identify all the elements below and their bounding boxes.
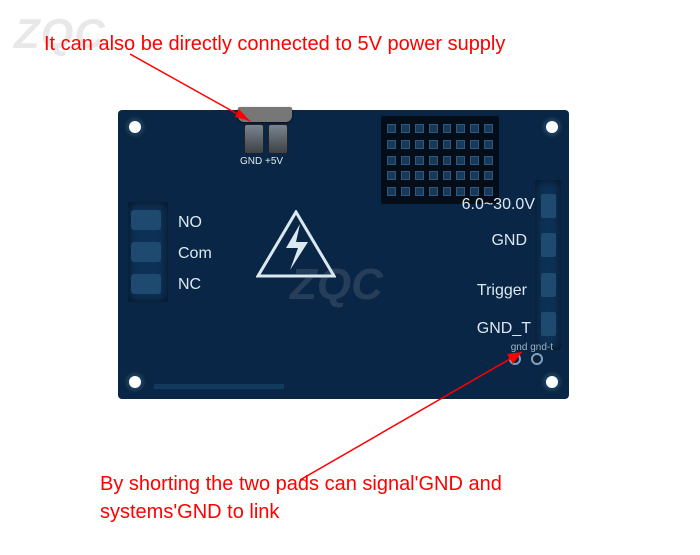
terminal-screw	[131, 210, 161, 230]
mounting-hole	[124, 116, 146, 138]
annotation-bottom-line2: systems'GND to link	[100, 501, 279, 523]
usb-port	[238, 107, 292, 122]
mounting-hole	[541, 116, 563, 138]
silk-usb-labels: GND +5V	[240, 156, 283, 167]
mounting-hole	[541, 371, 563, 393]
annotation-bottom: By shorting the two pads can signal'GND …	[100, 470, 502, 526]
silk-com: Com	[178, 245, 212, 263]
watermark-center: ZQC	[290, 260, 383, 310]
terminal-screw	[131, 242, 161, 262]
solder-pads	[509, 353, 543, 365]
relay-terminal-block	[128, 202, 168, 302]
terminal-screw	[131, 274, 161, 294]
terminal-screw	[541, 312, 556, 336]
silk-gnd-t: GND_T	[477, 320, 531, 338]
terminal-screw	[541, 194, 556, 218]
annotation-bottom-line1: By shorting the two pads can signal'GND …	[100, 473, 502, 495]
terminal-screw	[541, 273, 556, 297]
silk-pad-labels: gnd gnd-t	[511, 342, 553, 353]
pcb-trace	[154, 384, 284, 389]
silk-nc: NC	[178, 276, 201, 294]
silk-voltage: 6.0~30.0V	[462, 196, 535, 214]
annotation-top: It can also be directly connected to 5V …	[44, 30, 505, 58]
input-terminal-block	[535, 180, 561, 350]
pcb-board: GND +5V NO Com NC 6.0~30.0V GND Trigger …	[118, 110, 569, 399]
silk-trigger: Trigger	[477, 282, 527, 300]
usb-pad	[268, 124, 288, 154]
terminal-screw	[541, 233, 556, 257]
mounting-hole	[124, 371, 146, 393]
silk-no: NO	[178, 214, 202, 232]
silk-gnd: GND	[491, 232, 527, 250]
usb-pad	[244, 124, 264, 154]
pad-gnd	[509, 353, 521, 365]
pad-gnd-t	[531, 353, 543, 365]
pin-header	[381, 116, 499, 204]
